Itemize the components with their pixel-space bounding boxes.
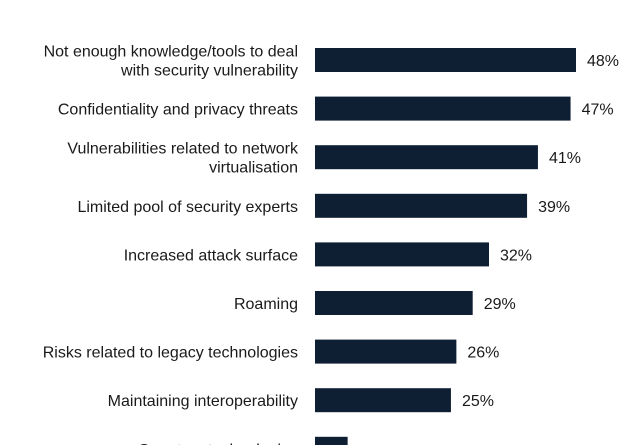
bar (315, 193, 528, 218)
bar (315, 48, 576, 72)
bar (315, 436, 348, 445)
bar (315, 145, 538, 170)
category-label: Not enough knowledge/tools to deal with s… (44, 44, 298, 80)
bar (315, 339, 457, 364)
bar (315, 96, 571, 121)
category-label: Risks related to legacy technologies (43, 345, 298, 362)
category-label: Increased attack surface (124, 247, 298, 264)
value-label: 25% (462, 393, 494, 410)
category-label: Confidentiality and privacy threats (58, 102, 298, 119)
bar (315, 388, 451, 413)
category-label: Maintaining interoperability (108, 393, 298, 410)
value-label: 47% (582, 102, 614, 119)
category-label: Quantum technologies (138, 442, 298, 445)
value-label: 32% (500, 247, 532, 264)
value-label: 39% (538, 199, 570, 216)
category-label: Vulnerabilities related to network virtua… (67, 141, 299, 177)
bar (315, 291, 473, 315)
value-label: 48% (587, 53, 619, 70)
value-label: 26% (467, 345, 499, 362)
value-label: 29% (484, 296, 516, 313)
bar (315, 242, 489, 267)
category-label: Roaming (234, 296, 298, 313)
category-label: Limited pool of security experts (77, 199, 298, 216)
value-label: 41% (549, 150, 581, 167)
